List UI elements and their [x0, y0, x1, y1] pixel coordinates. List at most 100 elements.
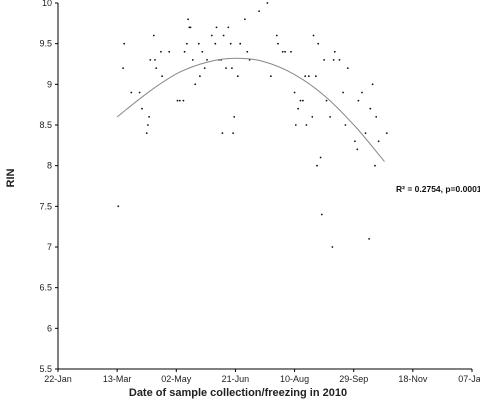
data-point	[354, 140, 356, 143]
y-tick-label: 8.5	[39, 120, 52, 130]
data-point	[304, 75, 307, 78]
data-point	[138, 91, 141, 94]
data-point	[214, 42, 217, 45]
data-point	[325, 99, 328, 102]
data-point	[320, 213, 323, 216]
data-point	[221, 132, 224, 135]
data-point	[258, 10, 260, 13]
data-point	[227, 26, 230, 29]
x-tick-label: 21-Jun	[222, 374, 250, 384]
data-point	[152, 34, 155, 37]
data-point	[315, 75, 317, 78]
data-point	[233, 116, 236, 118]
data-point	[332, 59, 335, 61]
plot-area: 5.5 6 6.5 7 7.5 8 8.5 9 9.5 10 22-Jan 13-Mar 02-May…	[39, 0, 480, 384]
data-point	[277, 42, 279, 45]
data-point	[191, 59, 194, 61]
data-point	[225, 67, 227, 69]
y-tick-label: 7.5	[39, 201, 52, 211]
data-point	[270, 75, 272, 78]
data-point	[244, 18, 246, 21]
data-point	[374, 164, 376, 167]
data-point	[239, 42, 242, 45]
y-tick-label: 8	[47, 161, 52, 171]
data-point	[168, 50, 171, 53]
data-point	[187, 18, 190, 21]
x-tick-label: 29-Sep	[339, 374, 368, 384]
x-axis-title: Date of sample collection/freezing in 20…	[129, 387, 347, 399]
y-tick-label: 9.5	[39, 39, 52, 49]
y-axis-ticks: 5.5 6 6.5 7 7.5 8 8.5 9 9.5 10	[39, 0, 58, 374]
data-point	[149, 59, 152, 61]
data-point	[297, 107, 299, 110]
data-point	[316, 164, 318, 167]
data-point	[231, 67, 233, 69]
data-point	[232, 132, 235, 135]
x-tick-label: 10-Aug	[280, 374, 309, 384]
data-point	[284, 50, 286, 53]
data-point	[194, 83, 197, 86]
x-tick-label: 18-Nov	[398, 374, 428, 384]
data-point	[215, 26, 218, 29]
x-tick-label: 22-Jan	[44, 374, 72, 384]
data-point	[357, 99, 360, 102]
y-axis-title: RIN	[5, 168, 17, 187]
data-point	[183, 50, 186, 53]
data-point	[346, 67, 349, 69]
data-points	[117, 2, 388, 248]
data-point	[338, 59, 341, 61]
trend-curve	[116, 57, 385, 162]
data-point	[294, 124, 297, 126]
data-point	[176, 99, 179, 102]
data-point	[236, 75, 239, 78]
data-point	[201, 50, 204, 53]
data-point	[368, 238, 370, 240]
data-point	[122, 67, 124, 69]
data-point	[369, 107, 372, 110]
data-point	[342, 91, 344, 94]
data-point	[160, 50, 162, 53]
y-tick-label: 6	[47, 323, 52, 333]
data-point	[329, 116, 331, 118]
data-point	[189, 26, 192, 29]
data-point	[375, 116, 378, 118]
data-point	[203, 67, 206, 69]
data-point	[145, 132, 148, 135]
y-tick-label: 9	[47, 79, 52, 89]
data-point	[197, 42, 200, 45]
x-axis-ticks: 22-Jan 13-Mar 02-May 21-Jun 10-Aug 29-Sep 18-N…	[44, 369, 480, 384]
y-tick-label: 7	[47, 242, 52, 252]
y-tick-label: 5.5	[39, 364, 52, 374]
x-tick-label: 07-Jan	[458, 374, 480, 384]
data-point	[123, 42, 126, 45]
data-point	[323, 59, 325, 61]
data-point	[161, 75, 164, 78]
data-point	[178, 99, 181, 102]
data-point	[186, 42, 188, 45]
data-point	[344, 124, 347, 126]
data-point	[147, 124, 149, 126]
data-point	[210, 34, 213, 37]
data-point	[222, 34, 225, 37]
data-point	[311, 116, 314, 118]
data-point	[229, 42, 232, 45]
y-tick-label: 6.5	[39, 283, 52, 293]
data-point	[361, 91, 363, 94]
data-point	[333, 50, 336, 53]
data-point	[182, 99, 185, 102]
data-point	[377, 140, 380, 143]
data-point	[266, 2, 269, 4]
data-point	[305, 124, 308, 126]
r-squared-annotation: R² = 0.2754, p=0.0001	[396, 184, 480, 194]
data-point	[290, 50, 292, 53]
data-point	[148, 116, 151, 118]
data-point	[299, 99, 302, 102]
data-point	[364, 132, 367, 135]
data-point	[302, 99, 304, 102]
data-point	[246, 50, 249, 53]
data-point	[206, 59, 208, 61]
data-point	[317, 42, 320, 45]
data-point	[117, 205, 120, 208]
data-point	[371, 83, 374, 86]
x-tick-label: 02-May	[161, 374, 192, 384]
